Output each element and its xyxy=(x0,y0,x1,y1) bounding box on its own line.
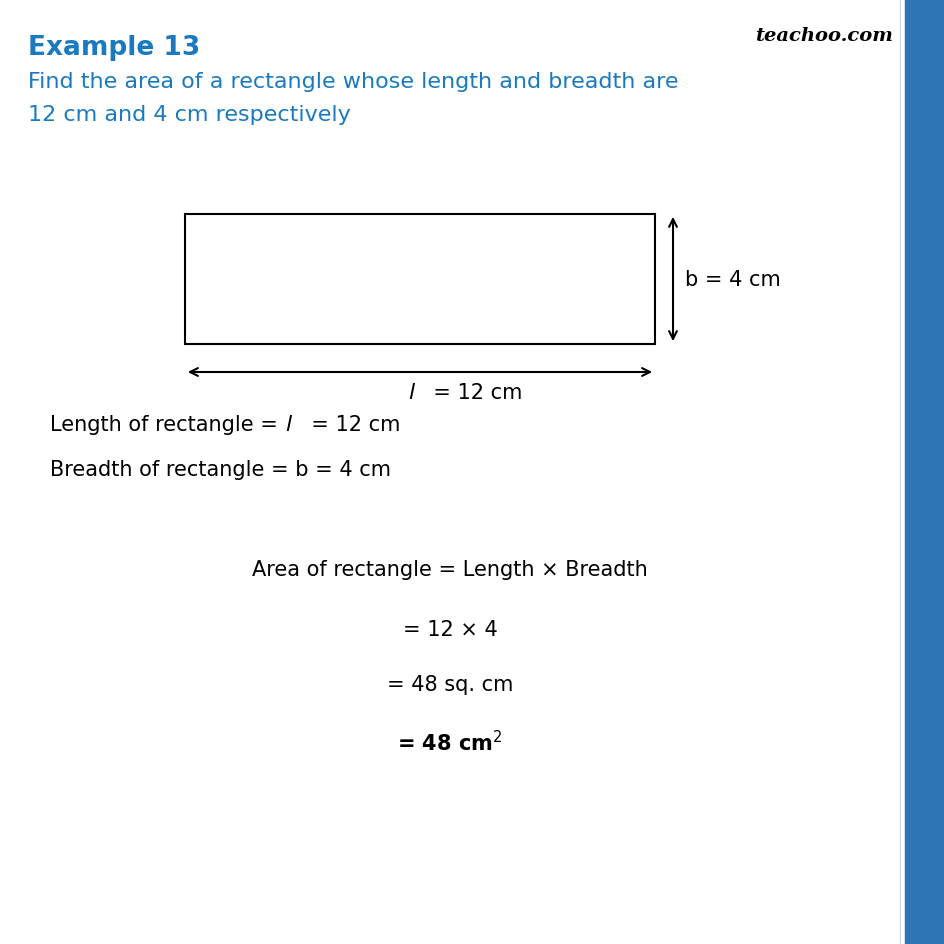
Text: = 48 cm$^2$: = 48 cm$^2$ xyxy=(396,729,502,754)
Text: Breadth of rectangle = b = 4 cm: Breadth of rectangle = b = 4 cm xyxy=(50,460,391,480)
Bar xyxy=(185,215,654,345)
Text: teachoo.com: teachoo.com xyxy=(754,27,892,45)
Text: $\it{l}$: $\it{l}$ xyxy=(408,382,415,402)
Text: b = 4 cm: b = 4 cm xyxy=(684,270,780,290)
Text: Area of rectangle = Length × Breadth: Area of rectangle = Length × Breadth xyxy=(252,560,648,580)
Text: = 12 cm: = 12 cm xyxy=(297,414,400,434)
Text: = 12 cm: = 12 cm xyxy=(419,382,522,402)
Text: = 12 × 4: = 12 × 4 xyxy=(402,619,497,639)
Bar xyxy=(904,0,944,944)
Text: Find the area of a rectangle whose length and breadth are: Find the area of a rectangle whose lengt… xyxy=(28,72,678,92)
Text: = 48 sq. cm: = 48 sq. cm xyxy=(386,674,513,694)
Text: $\it{l}$: $\it{l}$ xyxy=(285,414,293,434)
Text: Length of rectangle =: Length of rectangle = xyxy=(50,414,284,434)
Text: Example 13: Example 13 xyxy=(28,35,200,61)
Text: 12 cm and 4 cm respectively: 12 cm and 4 cm respectively xyxy=(28,105,350,125)
